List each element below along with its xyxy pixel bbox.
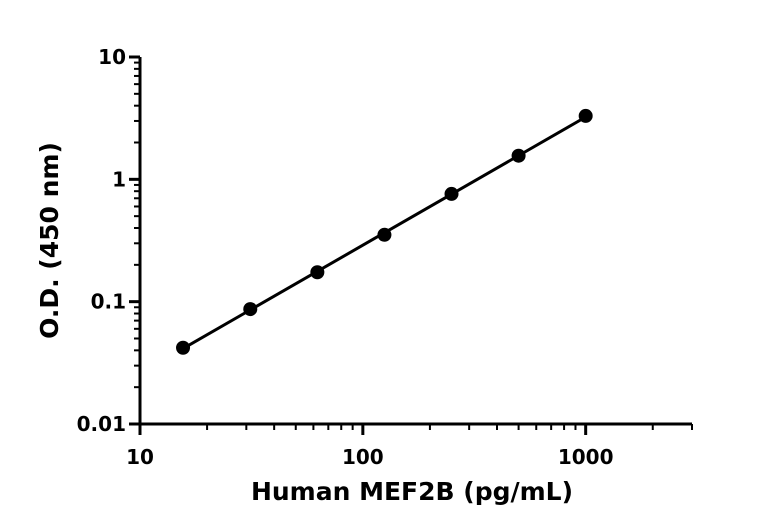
data-point: [310, 265, 325, 280]
data-point: [243, 302, 258, 317]
data-point: [176, 340, 191, 355]
y-tick-label: 0.01: [77, 412, 126, 436]
y-ticks: 0.01 0.1 1 10: [77, 45, 140, 436]
data-point: [511, 148, 526, 163]
x-tick-label: 1000: [558, 445, 614, 469]
y-axis-title: O.D. (450 nm): [35, 142, 64, 339]
data-point: [377, 227, 392, 242]
data-point: [444, 186, 459, 201]
y-tick-label: 1: [112, 167, 126, 191]
x-ticks: 10 100 1000: [126, 424, 614, 469]
x-tick-label: 100: [342, 445, 384, 469]
minor-ticks: [134, 61, 693, 430]
y-tick-label: 10: [98, 45, 126, 69]
y-tick-label: 0.1: [91, 290, 126, 314]
x-axis-title: Human MEF2B (pg/mL): [251, 477, 573, 506]
x-tick-label: 10: [126, 445, 154, 469]
data-series: [176, 108, 593, 355]
data-point: [578, 108, 593, 123]
